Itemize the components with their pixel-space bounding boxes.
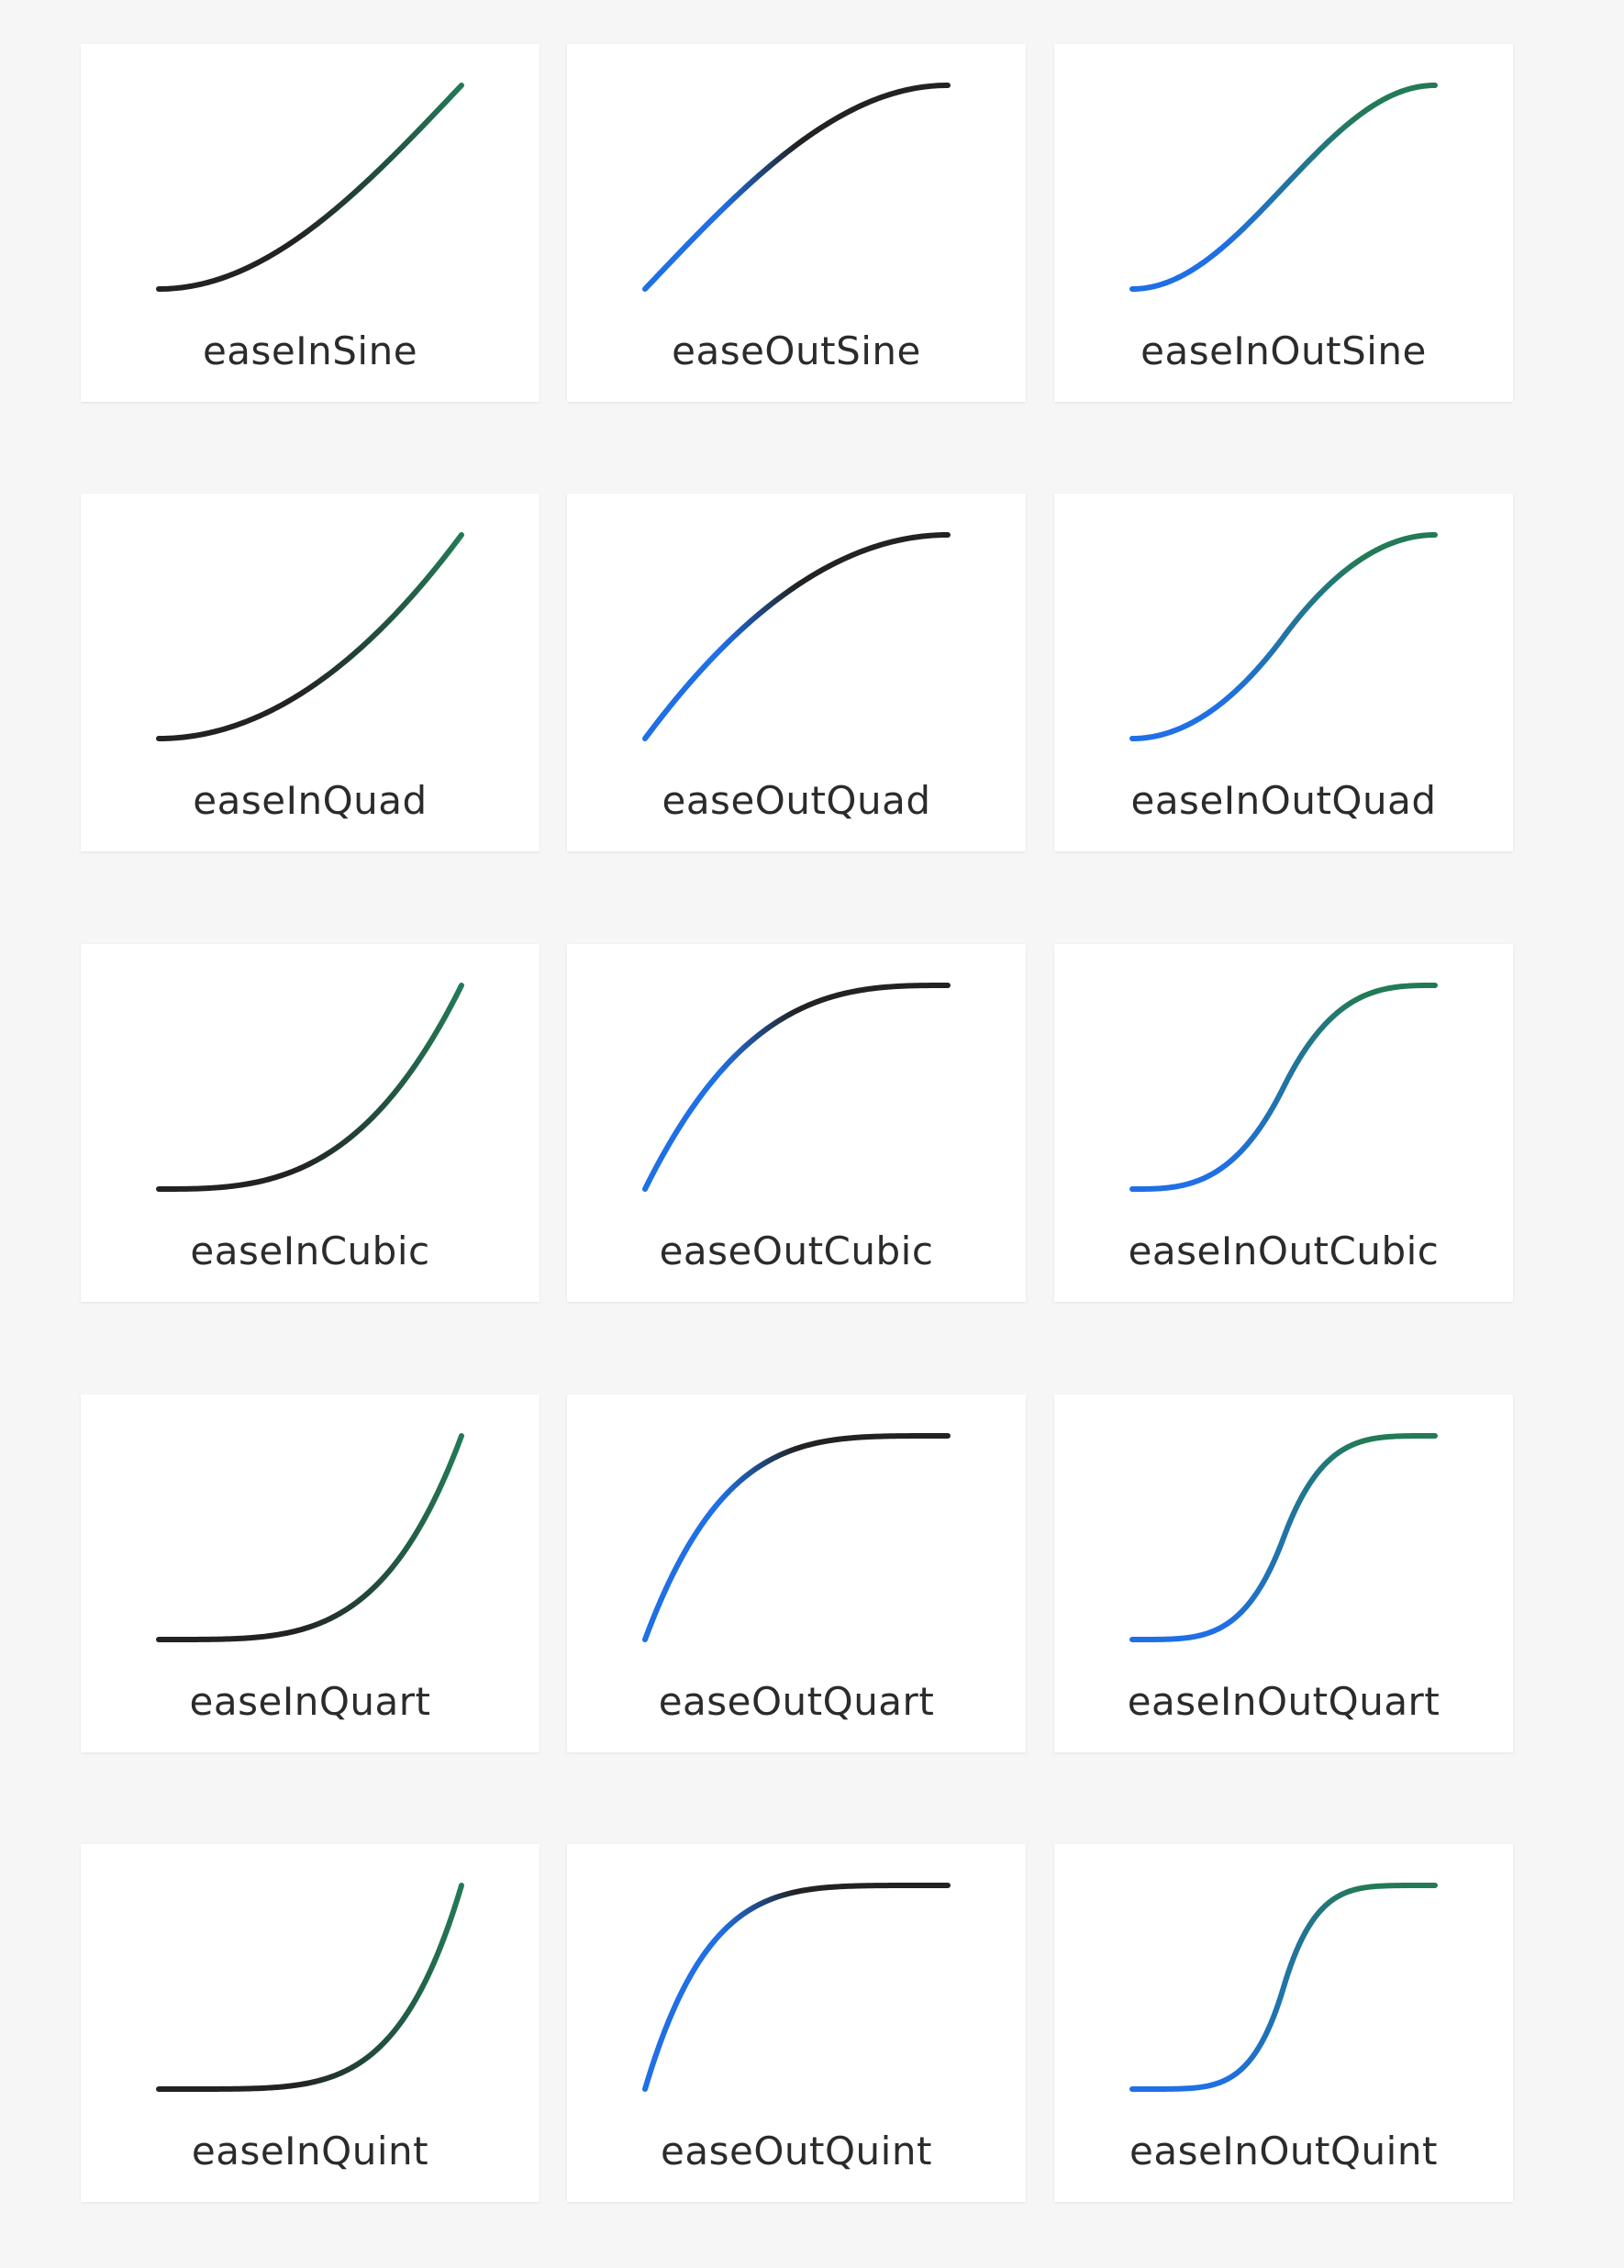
curveease-in-quint [156,1883,464,2092]
curveease-out-sine [642,83,951,292]
curveease-in-quad [156,532,464,741]
curve-plot [642,532,951,741]
curve-plot [642,83,951,292]
cardease-in-out-sine: easeInOutSine [1054,44,1513,402]
card-label: easeOutQuart [658,1679,935,1724]
curveease-in-sine [156,83,464,292]
cardease-out-quad: easeOutQuad [567,494,1026,851]
cardease-in-quart: easeInQuart [81,1395,539,1752]
curveease-out-quad [642,532,951,741]
curveease-out-cubic [642,983,951,1192]
card-label: easeInSine [202,328,418,373]
card-label: easeOutQuad [662,778,931,823]
curve-plot [156,1433,464,1642]
curve-plot [642,1883,951,2092]
cardease-in-cubic: easeInCubic [81,944,539,1302]
curve-plot [156,83,464,292]
curve-plot [156,532,464,741]
cardease-in-quint: easeInQuint [81,1844,539,2202]
cardease-in-out-cubic: easeInOutCubic [1054,944,1513,1302]
curveease-in-quart [156,1433,464,1642]
curveease-in-out-quart [1129,1433,1438,1642]
curve-plot [1129,983,1438,1192]
curve-plot [1129,83,1438,292]
card-label: easeInOutQuint [1129,2129,1438,2174]
curve-plot [1129,1883,1438,2092]
curveease-out-quint [642,1883,951,2092]
card-label: easeInCubic [190,1228,430,1273]
curve-plot [642,1433,951,1642]
card-label: easeOutQuint [661,2129,932,2174]
curveease-in-out-quad [1129,532,1438,741]
card-label: easeOutSine [672,328,921,373]
curve-plot [1129,1433,1438,1642]
card-label: easeInQuad [193,778,428,823]
card-label: easeInQuint [191,2129,429,2174]
card-label: easeInQuart [189,1679,431,1724]
cardease-in-out-quint: easeInOutQuint [1054,1844,1513,2202]
cardease-in-sine: easeInSine [81,44,539,402]
curve-plot [156,1883,464,2092]
curveease-in-cubic [156,983,464,1192]
curveease-in-out-sine [1129,83,1438,292]
curveease-in-out-cubic [1129,983,1438,1192]
card-label: easeInOutSine [1140,328,1427,373]
card-label: easeInOutQuad [1130,778,1437,823]
curveease-in-out-quint [1129,1883,1438,2092]
card-label: easeOutCubic [659,1228,934,1273]
cardease-out-quint: easeOutQuint [567,1844,1026,2202]
curve-plot [642,983,951,1192]
cardease-out-cubic: easeOutCubic [567,944,1026,1302]
card-label: easeInOutQuart [1127,1679,1440,1724]
cardease-in-quad: easeInQuad [81,494,539,851]
cardease-in-out-quad: easeInOutQuad [1054,494,1513,851]
cardease-out-sine: easeOutSine [567,44,1026,402]
curve-plot [156,983,464,1192]
curve-plot [1129,532,1438,741]
cardease-out-quart: easeOutQuart [567,1395,1026,1752]
card-label: easeInOutCubic [1128,1228,1440,1273]
cardease-in-out-quart: easeInOutQuart [1054,1395,1513,1752]
curveease-out-quart [642,1433,951,1642]
